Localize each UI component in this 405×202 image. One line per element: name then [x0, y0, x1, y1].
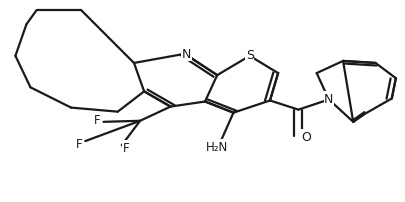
- Text: O: O: [300, 130, 310, 143]
- Text: N: N: [323, 93, 333, 105]
- Text: H₂N: H₂N: [206, 140, 228, 153]
- Text: F: F: [76, 137, 82, 150]
- Text: F: F: [94, 114, 100, 127]
- Text: N: N: [181, 48, 191, 61]
- Text: F: F: [122, 141, 129, 154]
- Text: S: S: [245, 49, 253, 62]
